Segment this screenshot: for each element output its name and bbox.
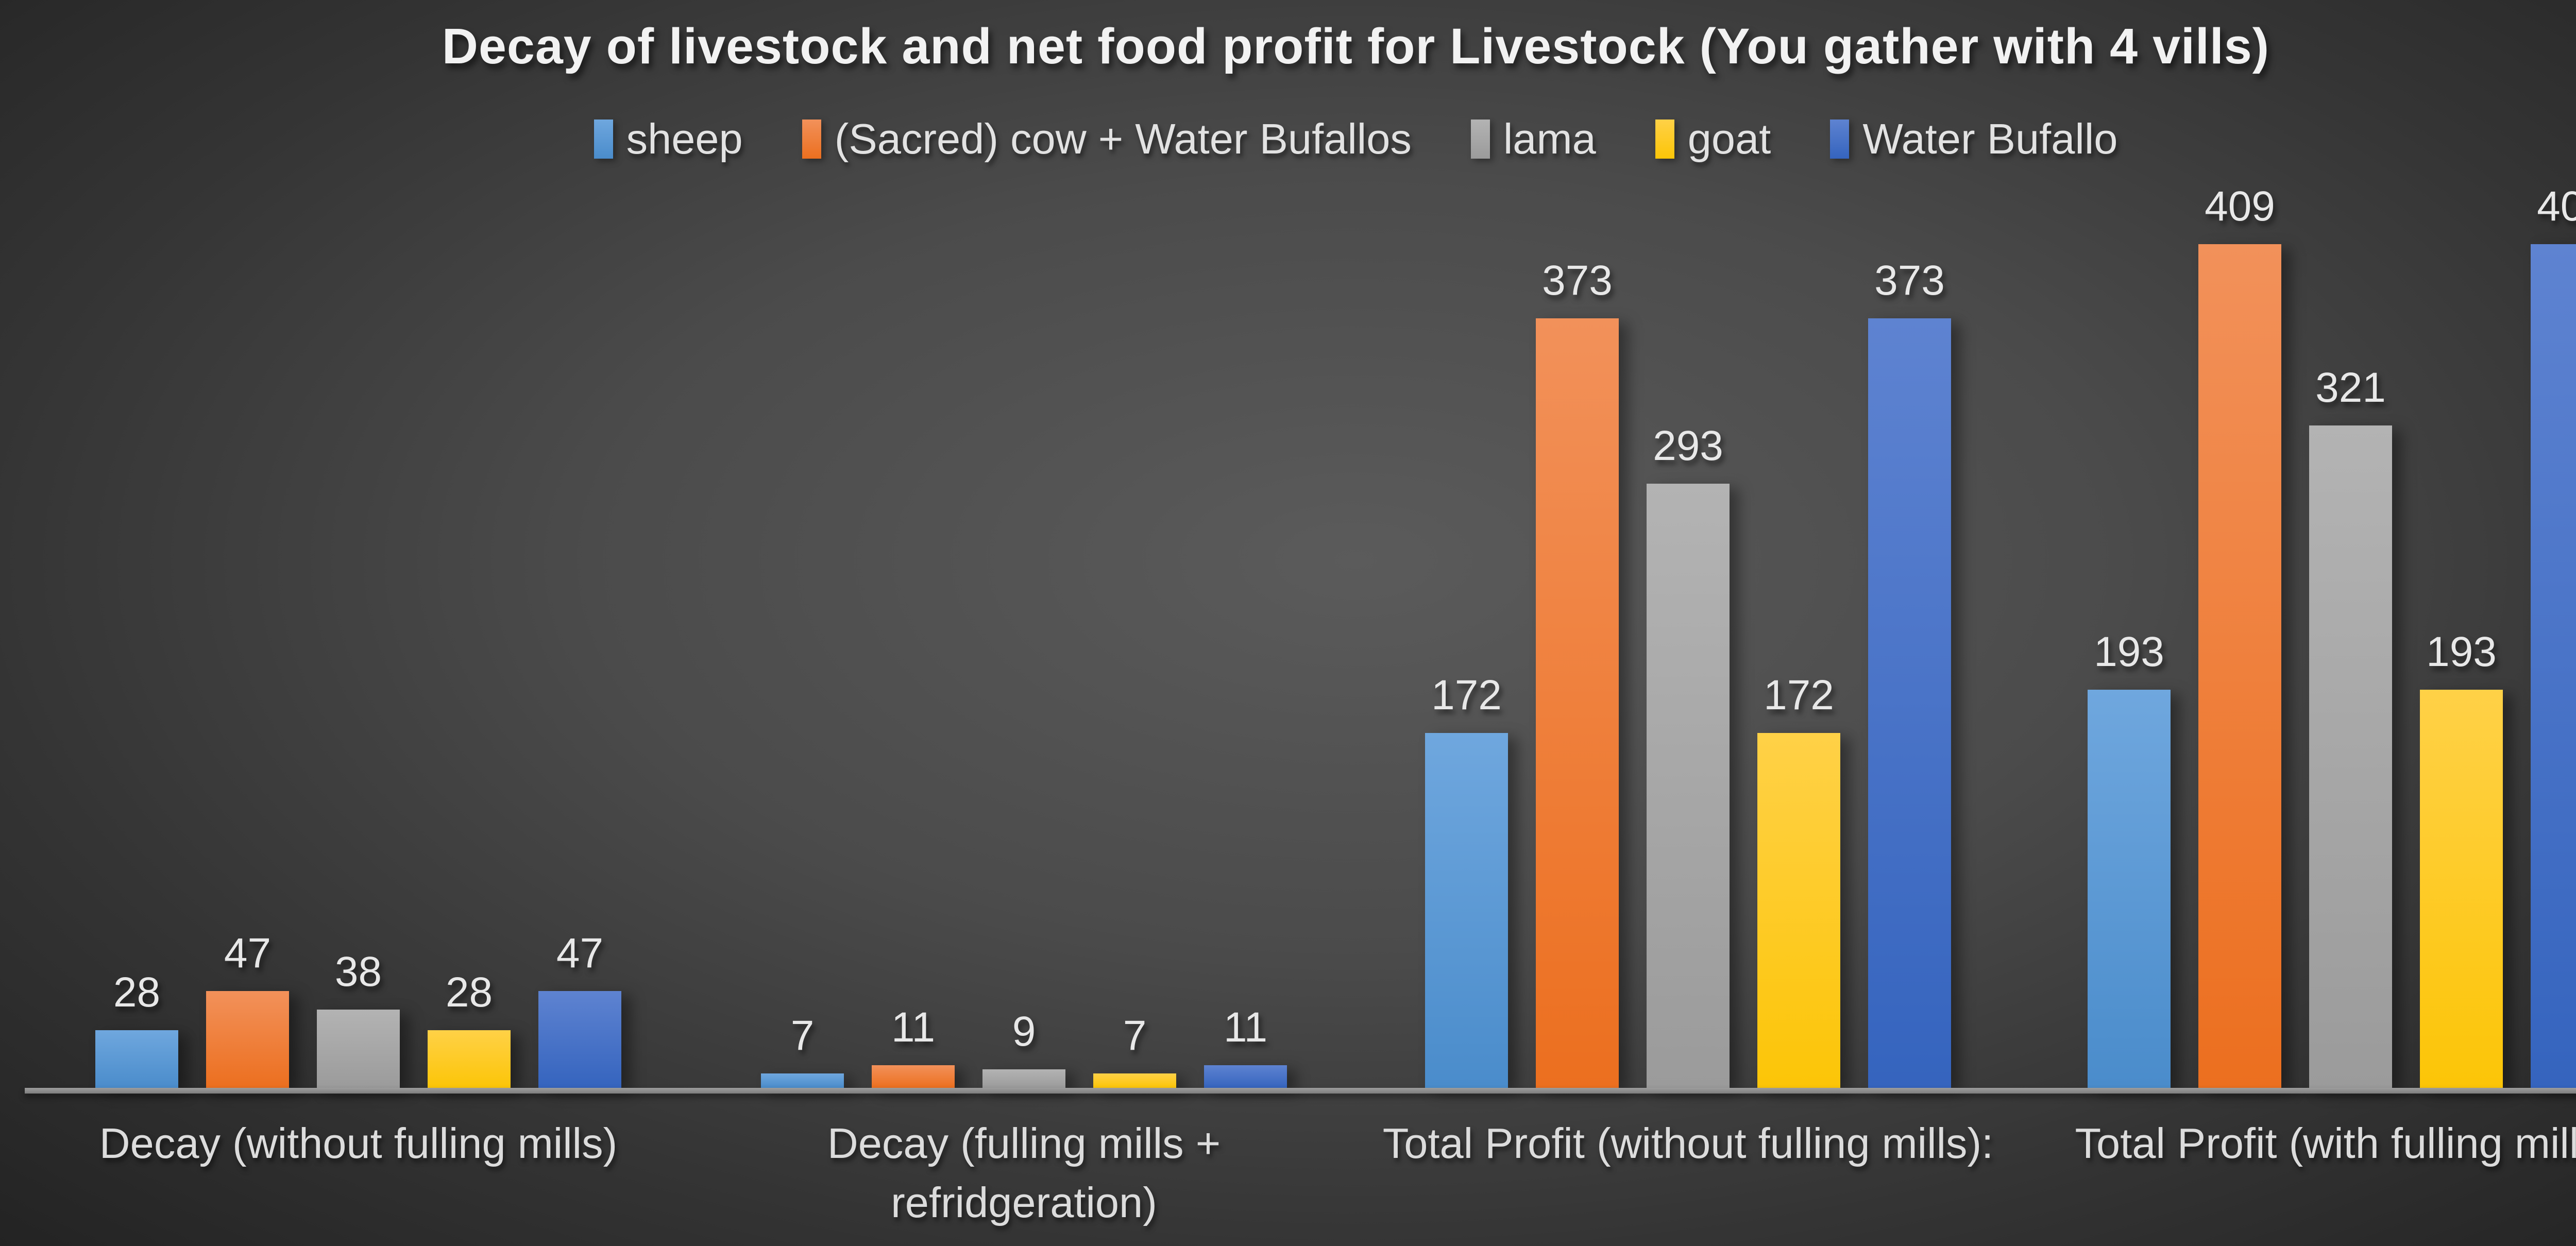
bar-value-label: 28 — [445, 969, 493, 1016]
bar-group-4-goat: 193 — [2420, 628, 2503, 1088]
bar-group-3-lama: 293 — [1647, 422, 1730, 1088]
legend-swatch-icon — [1470, 120, 1490, 159]
bar-group-1-lama: 38 — [317, 948, 400, 1088]
category-label-decay-fulling-mills-refridgeration: Decay (fulling mills + refridgeration) — [664, 1114, 1385, 1232]
category-label-decay-without-fulling-mills: Decay (without fulling mills) — [0, 1114, 719, 1173]
bar-group-1-goat: 28 — [428, 969, 511, 1088]
bar-group-2-sacred-cow-water-bufallos: 11 — [872, 1004, 955, 1088]
bar-group-4-sheep: 193 — [2088, 628, 2171, 1088]
bar-value-label: 373 — [1874, 257, 1945, 304]
bar-group-3-goat: 172 — [1757, 672, 1840, 1088]
legend-item-goat[interactable]: goat — [1655, 114, 1771, 164]
legend-swatch-icon — [594, 120, 613, 159]
legend-swatch-icon — [802, 120, 821, 159]
bar-group-2-goat: 7 — [1093, 1012, 1176, 1088]
bar[interactable] — [2531, 244, 2576, 1088]
bar-value-label: 47 — [556, 930, 604, 977]
bar-value-label: 172 — [1431, 672, 1502, 719]
bar-group-3-sacred-cow-water-bufallos: 373 — [1536, 257, 1619, 1088]
legend-swatch-icon — [1655, 120, 1674, 159]
chart-title: Decay of livestock and net food profit f… — [442, 18, 2270, 74]
bar-value-label: 373 — [1542, 257, 1613, 304]
bar-group-1-sacred-cow-water-bufallos: 47 — [206, 930, 289, 1088]
bar[interactable] — [538, 991, 621, 1088]
bar-value-label: 193 — [2426, 628, 2497, 675]
bar-value-label: 9 — [1012, 1008, 1036, 1055]
category-label-total-profit-with-fulling-mills: Total Profit (with fulling mills): — [1990, 1114, 2576, 1173]
bar-group-1-sheep: 28 — [95, 969, 178, 1088]
bar-group-2-sheep: 7 — [761, 1012, 844, 1088]
bar-group-3-sheep: 172 — [1425, 672, 1508, 1088]
legend-item-water-bufallo[interactable]: Water Bufallo — [1830, 114, 2117, 164]
bar[interactable] — [982, 1069, 1065, 1088]
bar-value-label: 409 — [2537, 183, 2576, 230]
category-label-line: Total Profit (with fulling mills): — [2075, 1119, 2576, 1167]
bar[interactable] — [1536, 318, 1619, 1088]
bar[interactable] — [428, 1030, 511, 1088]
bar[interactable] — [761, 1073, 844, 1088]
bar-group-1-water-bufallo: 47 — [538, 930, 621, 1088]
category-label-line: Decay (without fulling mills) — [99, 1119, 618, 1167]
bar[interactable] — [2309, 425, 2392, 1088]
category-label-line: Decay (fulling mills + — [827, 1119, 1221, 1167]
bar[interactable] — [872, 1065, 955, 1088]
legend-item-sheep[interactable]: sheep — [594, 114, 743, 164]
bar-value-label: 11 — [891, 1004, 936, 1051]
bar[interactable] — [1204, 1065, 1287, 1088]
category-label-line: refridgeration) — [891, 1178, 1157, 1226]
legend-swatch-icon — [1830, 120, 1850, 159]
legend-item-lama[interactable]: lama — [1470, 114, 1596, 164]
bar[interactable] — [1425, 733, 1508, 1088]
bar-value-label: 47 — [224, 930, 272, 977]
category-label-total-profit-without-fulling-mills: Total Profit (without fulling mills): — [1328, 1114, 2049, 1173]
bar-value-label: 7 — [1123, 1012, 1147, 1059]
bar-group-2-water-bufallo: 11 — [1204, 1004, 1287, 1088]
legend-item-label: goat — [1687, 115, 1771, 163]
bar-value-label: 293 — [1653, 422, 1723, 469]
bar[interactable] — [95, 1030, 178, 1088]
bar-value-label: 321 — [2315, 364, 2386, 411]
bar[interactable] — [2198, 244, 2281, 1088]
legend: sheep (Sacred) cow + Water Bufallos lama go… — [0, 114, 2576, 164]
bar-group-3-water-bufallo: 373 — [1868, 257, 1951, 1088]
bar-value-label: 28 — [113, 969, 161, 1016]
legend-item-sacred-cow-water-bufallos[interactable]: (Sacred) cow + Water Bufallos — [802, 114, 1412, 164]
bar-value-label: 409 — [2205, 183, 2275, 230]
bar[interactable] — [1647, 484, 1730, 1088]
bar[interactable] — [1757, 733, 1840, 1088]
bar-value-label: 193 — [2094, 628, 2164, 675]
bar[interactable] — [1093, 1073, 1176, 1088]
bar-group-4-lama: 321 — [2309, 364, 2392, 1088]
x-axis-line — [25, 1088, 2576, 1094]
bar[interactable] — [317, 1010, 400, 1088]
bar-value-label: 38 — [334, 948, 382, 995]
bar-value-label: 11 — [1223, 1004, 1268, 1051]
bar-group-2-lama: 9 — [982, 1008, 1065, 1088]
legend-item-label: lama — [1503, 115, 1596, 163]
legend-item-label: (Sacred) cow + Water Bufallos — [834, 115, 1412, 163]
bar-group-4-sacred-cow-water-bufallos: 409 — [2198, 183, 2281, 1088]
bar-value-label: 172 — [1764, 672, 1834, 719]
bar-value-label: 7 — [790, 1012, 815, 1059]
bar[interactable] — [1868, 318, 1951, 1088]
bar-group-4-water-bufallo: 409 — [2531, 183, 2576, 1088]
bar[interactable] — [206, 991, 289, 1088]
category-label-line: Total Profit (without fulling mills): — [1382, 1119, 1994, 1167]
legend-item-label: Water Bufallo — [1862, 115, 2118, 163]
bar[interactable] — [2420, 690, 2503, 1088]
bar[interactable] — [2088, 690, 2171, 1088]
legend-item-label: sheep — [626, 115, 743, 163]
